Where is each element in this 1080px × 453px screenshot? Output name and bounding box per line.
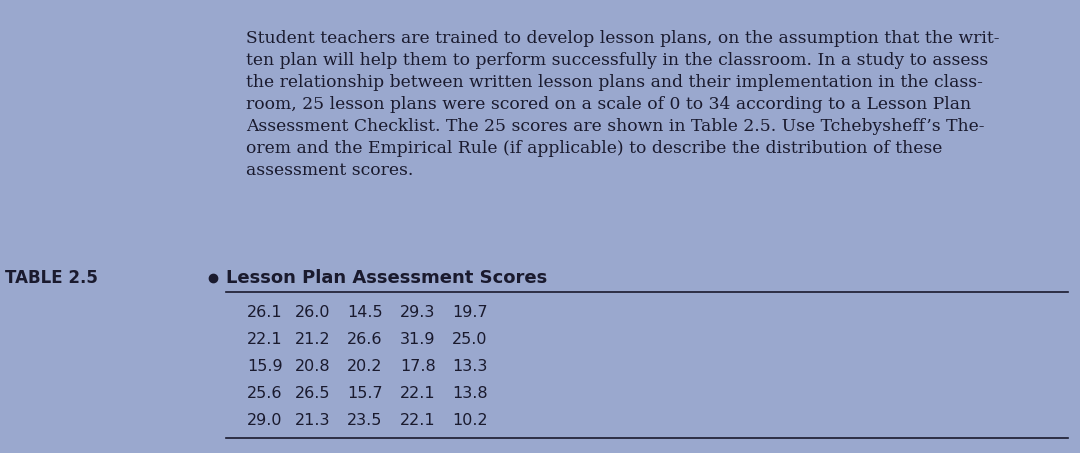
- Text: room, 25 lesson plans were scored on a scale of 0 to 34 according to a Lesson Pl: room, 25 lesson plans were scored on a s…: [246, 96, 971, 113]
- Text: 21.2: 21.2: [295, 332, 330, 347]
- Text: 29.3: 29.3: [400, 305, 435, 320]
- Text: 26.0: 26.0: [295, 305, 330, 320]
- Text: 21.3: 21.3: [295, 413, 330, 428]
- Text: 10.2: 10.2: [453, 413, 488, 428]
- Text: 17.8: 17.8: [400, 359, 435, 374]
- Text: 13.8: 13.8: [453, 386, 488, 401]
- Text: 19.7: 19.7: [453, 305, 488, 320]
- Text: 22.1: 22.1: [400, 386, 435, 401]
- Text: 15.7: 15.7: [347, 386, 382, 401]
- Text: assessment scores.: assessment scores.: [246, 162, 414, 179]
- Text: 25.6: 25.6: [247, 386, 283, 401]
- Text: 26.5: 26.5: [295, 386, 330, 401]
- Text: orem and the Empirical Rule (if applicable) to describe the distribution of thes: orem and the Empirical Rule (if applicab…: [246, 140, 943, 157]
- Text: Lesson Plan Assessment Scores: Lesson Plan Assessment Scores: [226, 269, 548, 287]
- Text: 25.0: 25.0: [453, 332, 487, 347]
- Text: 15.9: 15.9: [247, 359, 283, 374]
- Text: 22.1: 22.1: [247, 332, 283, 347]
- Text: 13.3: 13.3: [453, 359, 487, 374]
- Text: 23.5: 23.5: [347, 413, 382, 428]
- Text: 26.6: 26.6: [347, 332, 382, 347]
- Text: 20.8: 20.8: [295, 359, 330, 374]
- Text: 29.0: 29.0: [247, 413, 283, 428]
- Text: ten plan will help them to perform successfully in the classroom. In a study to : ten plan will help them to perform succe…: [246, 52, 988, 69]
- Text: 14.5: 14.5: [347, 305, 382, 320]
- Text: TABLE 2.5: TABLE 2.5: [5, 269, 98, 287]
- Text: 26.1: 26.1: [247, 305, 283, 320]
- Text: 22.1: 22.1: [400, 413, 435, 428]
- Text: Student teachers are trained to develop lesson plans, on the assumption that the: Student teachers are trained to develop …: [246, 30, 1000, 47]
- Text: 31.9: 31.9: [400, 332, 435, 347]
- Text: the relationship between written lesson plans and their implementation in the cl: the relationship between written lesson …: [246, 74, 983, 91]
- Text: 20.2: 20.2: [347, 359, 382, 374]
- Text: Assessment Checklist. The 25 scores are shown in Table 2.5. Use Tchebysheff’s Th: Assessment Checklist. The 25 scores are …: [246, 118, 985, 135]
